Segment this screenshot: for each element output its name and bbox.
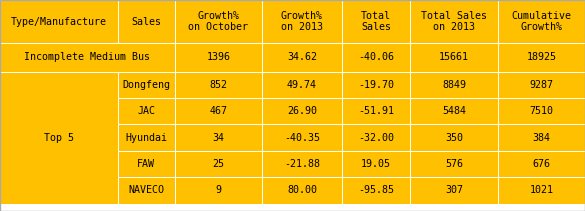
Bar bbox=[0, 43, 175, 72]
Text: 384: 384 bbox=[532, 133, 550, 143]
Bar bbox=[175, 177, 262, 204]
Text: -21.88: -21.88 bbox=[284, 159, 320, 169]
Bar bbox=[0, 72, 118, 204]
Text: 5484: 5484 bbox=[442, 106, 466, 116]
Text: 34.62: 34.62 bbox=[287, 53, 317, 62]
Text: JAC: JAC bbox=[137, 106, 155, 116]
Text: NAVECO: NAVECO bbox=[128, 185, 164, 195]
Bar bbox=[498, 177, 585, 204]
Text: Growth%
on 2013: Growth% on 2013 bbox=[281, 11, 323, 32]
Text: 1396: 1396 bbox=[207, 53, 230, 62]
Text: Type/Manufacture: Type/Manufacture bbox=[11, 17, 107, 27]
Bar bbox=[175, 98, 262, 124]
Text: 26.90: 26.90 bbox=[287, 106, 317, 116]
Bar bbox=[410, 98, 498, 124]
Bar bbox=[262, 151, 342, 177]
Text: -40.35: -40.35 bbox=[284, 133, 320, 143]
Text: -95.85: -95.85 bbox=[358, 185, 394, 195]
Bar bbox=[118, 98, 175, 124]
Bar bbox=[0, 204, 585, 211]
Text: Growth%
on October: Growth% on October bbox=[188, 11, 249, 32]
Bar bbox=[498, 43, 585, 72]
Text: 19.05: 19.05 bbox=[361, 159, 391, 169]
Bar bbox=[498, 72, 585, 98]
Bar bbox=[410, 0, 498, 43]
Text: 7510: 7510 bbox=[529, 106, 553, 116]
Text: Top 5: Top 5 bbox=[44, 133, 74, 143]
Text: Total Sales
on 2013: Total Sales on 2013 bbox=[421, 11, 487, 32]
Bar bbox=[410, 151, 498, 177]
Bar bbox=[410, 72, 498, 98]
Bar bbox=[175, 72, 262, 98]
Bar bbox=[410, 124, 498, 151]
Text: 576: 576 bbox=[445, 159, 463, 169]
Bar bbox=[342, 124, 410, 151]
Text: 307: 307 bbox=[445, 185, 463, 195]
Bar bbox=[118, 0, 175, 43]
Bar bbox=[262, 43, 342, 72]
Bar bbox=[498, 98, 585, 124]
Text: 15661: 15661 bbox=[439, 53, 469, 62]
Bar bbox=[498, 0, 585, 43]
Bar bbox=[118, 72, 175, 98]
Text: 676: 676 bbox=[532, 159, 550, 169]
Bar bbox=[175, 151, 262, 177]
Bar bbox=[175, 124, 262, 151]
Bar bbox=[410, 177, 498, 204]
Bar bbox=[175, 0, 262, 43]
Text: -32.00: -32.00 bbox=[358, 133, 394, 143]
Text: 467: 467 bbox=[209, 106, 228, 116]
Text: 350: 350 bbox=[445, 133, 463, 143]
Bar bbox=[262, 124, 342, 151]
Text: 852: 852 bbox=[209, 80, 228, 90]
Bar bbox=[342, 43, 410, 72]
Text: 49.74: 49.74 bbox=[287, 80, 317, 90]
Bar bbox=[342, 98, 410, 124]
Bar bbox=[342, 72, 410, 98]
Text: -40.06: -40.06 bbox=[358, 53, 394, 62]
Text: Sales: Sales bbox=[131, 17, 161, 27]
Text: 34: 34 bbox=[212, 133, 225, 143]
Bar bbox=[262, 72, 342, 98]
Text: Hyundai: Hyundai bbox=[125, 133, 167, 143]
Bar bbox=[175, 43, 262, 72]
Bar bbox=[262, 177, 342, 204]
Text: 1021: 1021 bbox=[529, 185, 553, 195]
Text: Dongfeng: Dongfeng bbox=[122, 80, 170, 90]
Bar bbox=[342, 177, 410, 204]
Bar bbox=[0, 0, 118, 43]
Bar bbox=[410, 43, 498, 72]
Bar bbox=[498, 151, 585, 177]
Bar bbox=[342, 0, 410, 43]
Text: 9287: 9287 bbox=[529, 80, 553, 90]
Text: Total
Sales: Total Sales bbox=[361, 11, 391, 32]
Bar bbox=[262, 98, 342, 124]
Bar bbox=[498, 124, 585, 151]
Bar bbox=[118, 124, 175, 151]
Text: 80.00: 80.00 bbox=[287, 185, 317, 195]
Text: 9: 9 bbox=[215, 185, 222, 195]
Text: -19.70: -19.70 bbox=[358, 80, 394, 90]
Text: Incomplete Medium Bus: Incomplete Medium Bus bbox=[25, 53, 150, 62]
Bar bbox=[118, 177, 175, 204]
Text: 8849: 8849 bbox=[442, 80, 466, 90]
Text: 25: 25 bbox=[212, 159, 225, 169]
Text: FAW: FAW bbox=[137, 159, 155, 169]
Text: -51.91: -51.91 bbox=[358, 106, 394, 116]
Bar bbox=[118, 151, 175, 177]
Bar bbox=[262, 0, 342, 43]
Bar bbox=[342, 151, 410, 177]
Text: 18925: 18925 bbox=[526, 53, 556, 62]
Text: Cumulative
Growth%: Cumulative Growth% bbox=[511, 11, 572, 32]
